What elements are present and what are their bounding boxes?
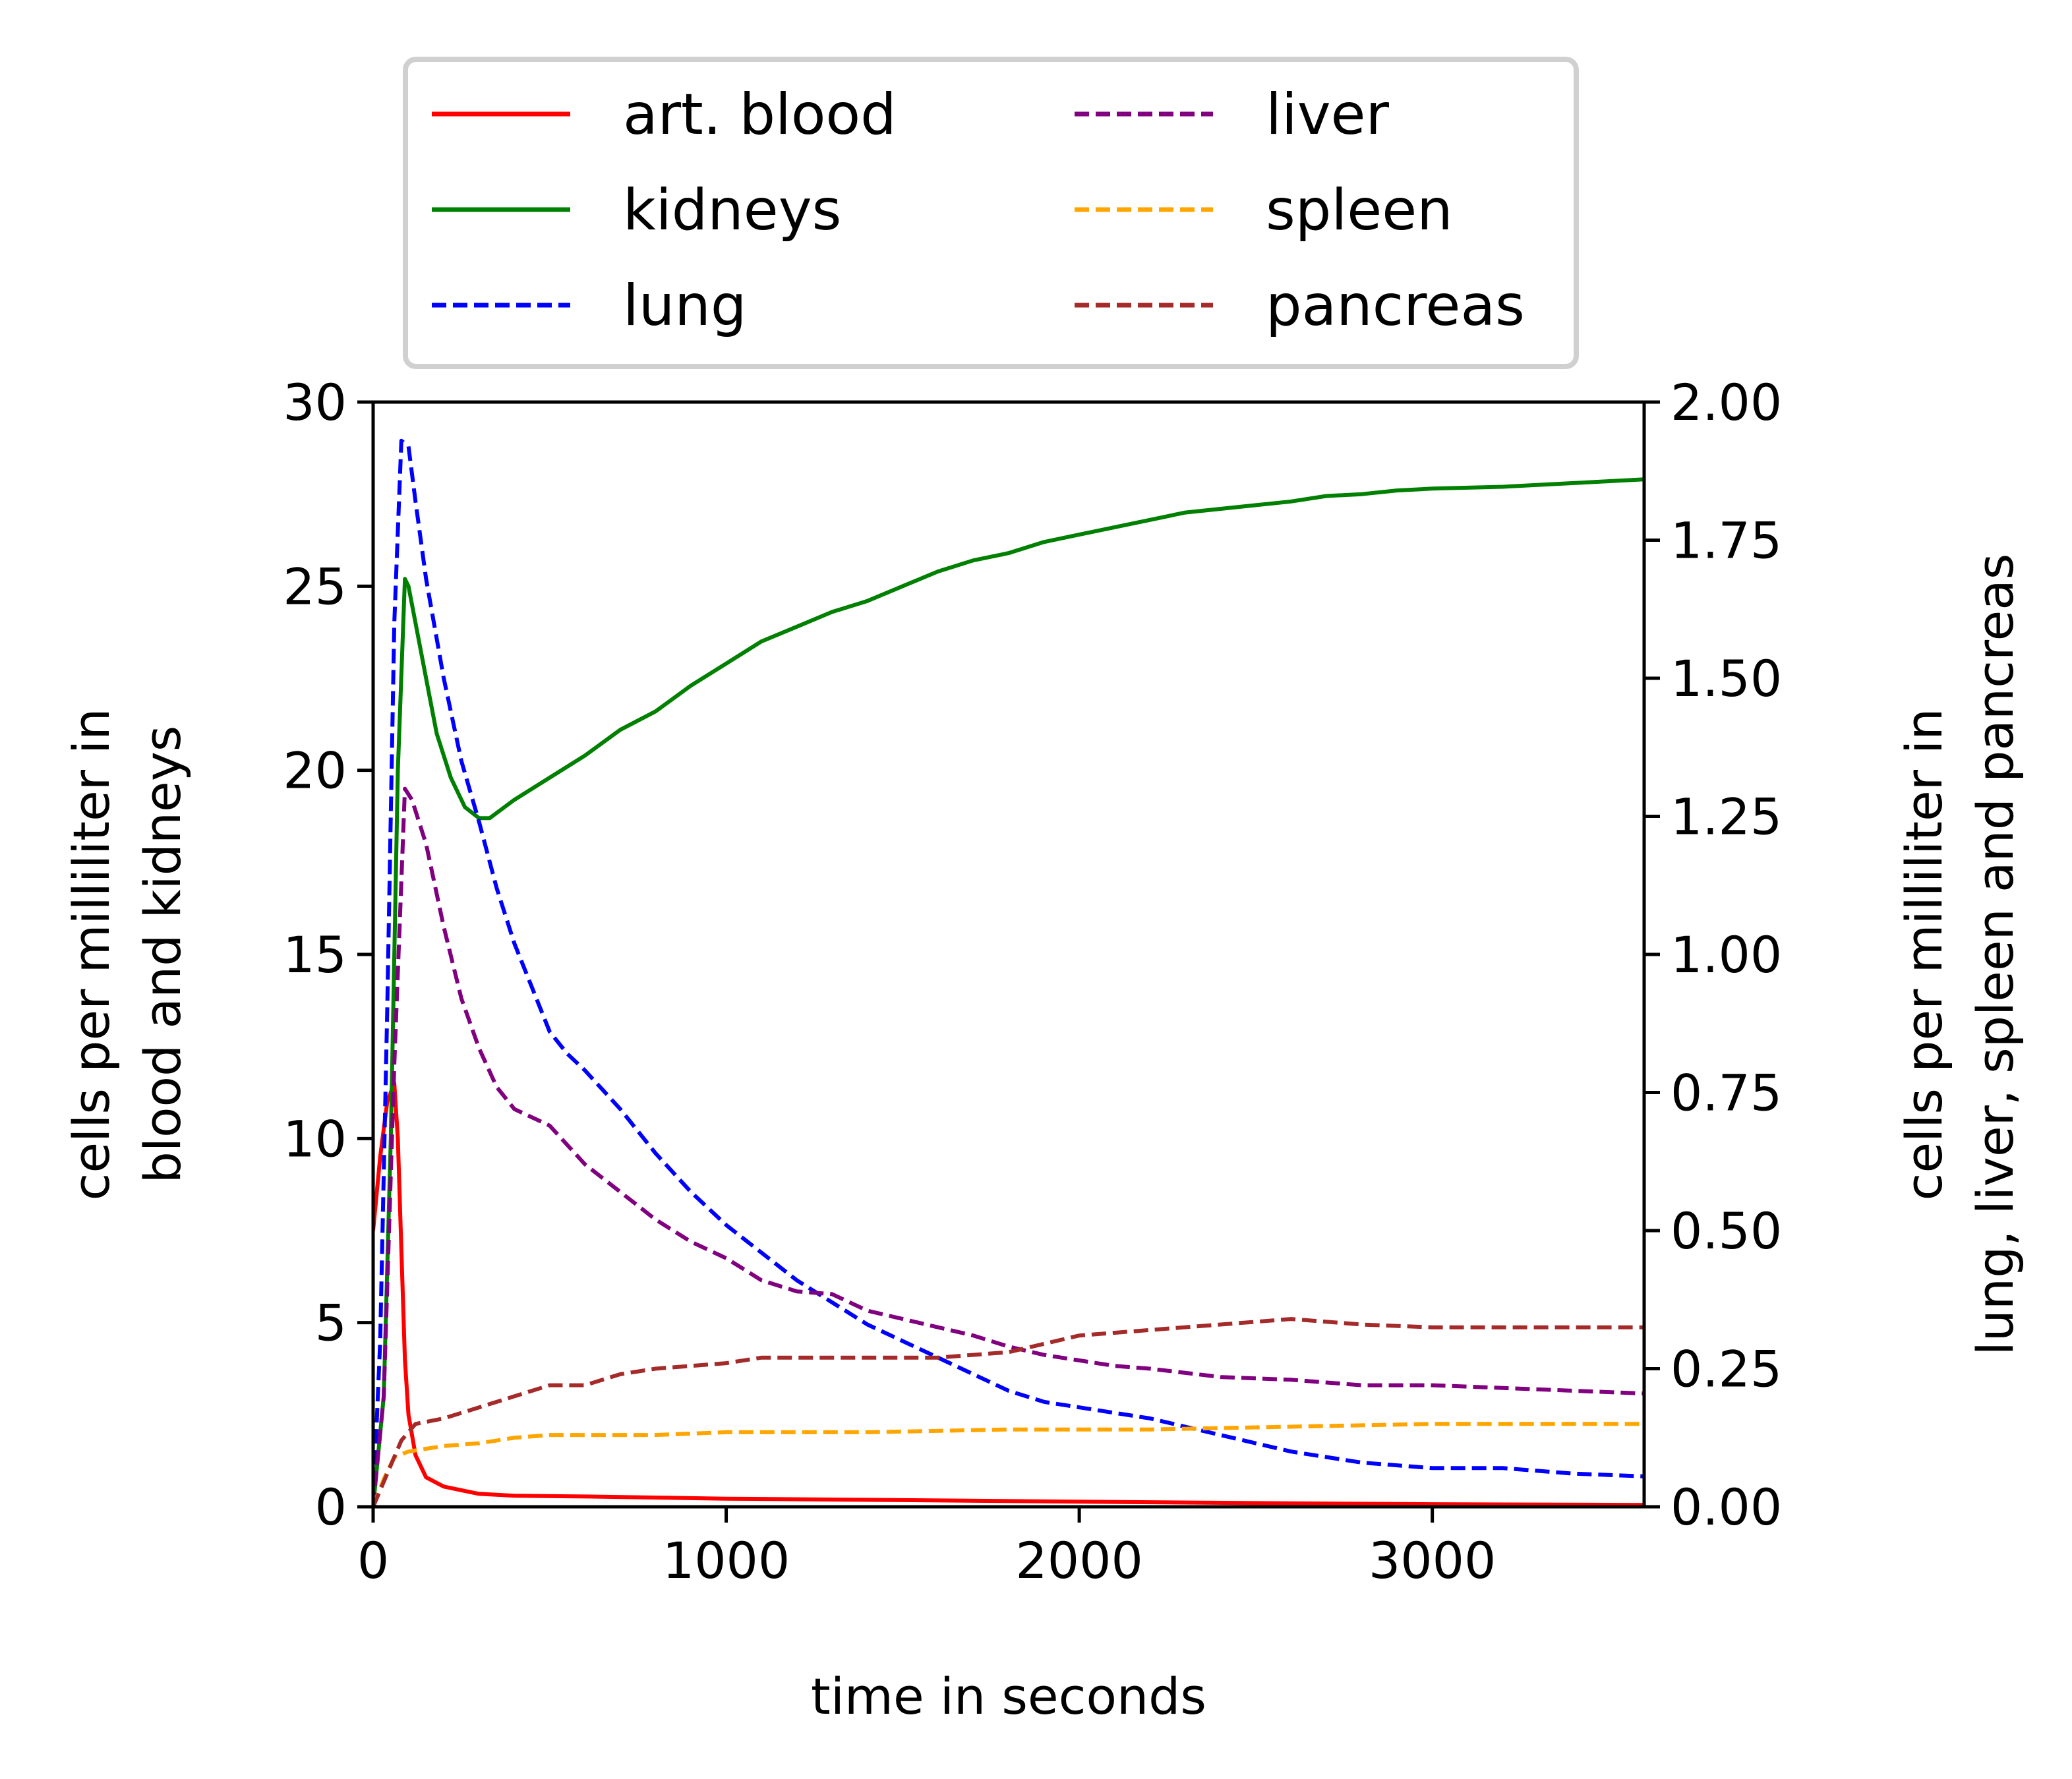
y-right-tick-label-6: 1.50 <box>1671 649 1782 708</box>
x-tick-label-1: 1000 <box>663 1531 790 1590</box>
y-axis-right: 0.00 0.25 0.50 0.75 1.00 1.25 1.50 1.75 2.00 <box>1644 373 1782 1536</box>
series-line-liver <box>373 786 1644 1507</box>
series-line-spleen <box>373 1422 1644 1507</box>
y-left-title-line-1: cells per milliliter in <box>62 709 121 1201</box>
legend-label-spleen: spleen <box>1266 177 1453 243</box>
y-right-title-line-1: cells per milliliter in <box>1895 709 1953 1201</box>
legend-entry-liver: liver <box>1075 82 1390 148</box>
legend-entry-spleen: spleen <box>1075 177 1453 243</box>
y-left-tick-label-5: 25 <box>283 557 347 616</box>
y-right-tick-label-7: 1.75 <box>1671 511 1782 570</box>
legend-items: art. blood kidneys lung liver spleen pancreas <box>432 82 1525 339</box>
x-tick-label-2: 2000 <box>1015 1531 1142 1590</box>
legend-label-lung: lung <box>623 273 747 339</box>
y-left-tick-label-0: 0 <box>315 1478 347 1536</box>
x-axis-title: time in seconds <box>811 1667 1206 1726</box>
series-line-pancreas <box>373 1317 1644 1507</box>
legend-frame <box>403 57 1579 369</box>
y-right-tick-label-2: 0.50 <box>1671 1202 1782 1260</box>
y-left-tick-label-6: 30 <box>283 373 347 432</box>
y-left-tick-label-3: 15 <box>283 925 347 984</box>
x-axis: 0 1000 2000 3000 <box>357 1507 1496 1590</box>
x-tick-label-0: 0 <box>357 1531 389 1590</box>
legend-entry-art-blood: art. blood <box>432 82 897 148</box>
legend-entry-kidneys: kidneys <box>432 177 841 243</box>
y-right-tick-label-4: 1.00 <box>1671 925 1782 984</box>
y-right-title-line-2: lung, liver, spleen and pancreas <box>1966 554 2025 1356</box>
series-group <box>373 438 1644 1507</box>
y-right-axis-title: cells per milliliter in lung, liver, spl… <box>1895 554 2025 1356</box>
x-tick-label-3: 3000 <box>1369 1531 1496 1590</box>
y-right-tick-label-8: 2.00 <box>1671 373 1782 432</box>
y-right-tick-label-3: 0.75 <box>1671 1064 1782 1123</box>
y-right-tick-label-0: 0.00 <box>1671 1478 1782 1536</box>
y-left-tick-label-1: 5 <box>315 1294 347 1353</box>
y-axis-left: 0 5 10 15 20 25 30 <box>283 373 373 1536</box>
legend-label-pancreas: pancreas <box>1266 273 1525 339</box>
y-left-title-line-2: blood and kidneys <box>133 726 192 1184</box>
legend-label-kidneys: kidneys <box>623 177 841 243</box>
y-left-axis-title: cells per milliliter in blood and kidney… <box>62 709 192 1201</box>
legend-entry-lung: lung <box>432 273 747 339</box>
y-left-tick-label-4: 20 <box>283 742 347 800</box>
y-left-tick-label-2: 10 <box>283 1109 347 1168</box>
legend: art. blood kidneys lung liver spleen pancreas <box>403 57 1579 369</box>
series-line-kidneys <box>373 477 1644 1507</box>
legend-label-liver: liver <box>1266 82 1390 148</box>
y-right-tick-label-5: 1.25 <box>1671 788 1782 846</box>
series-line-art-blood <box>373 1081 1644 1507</box>
legend-label-art-blood: art. blood <box>623 82 897 148</box>
legend-entry-pancreas: pancreas <box>1075 273 1525 339</box>
y-right-tick-label-1: 0.25 <box>1671 1340 1782 1399</box>
